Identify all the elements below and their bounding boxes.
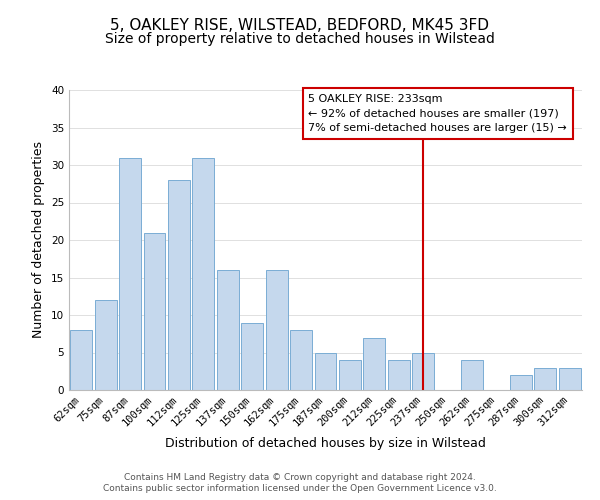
- Bar: [193, 158, 214, 390]
- Bar: [168, 180, 190, 390]
- Bar: [364, 338, 385, 390]
- Bar: [241, 322, 263, 390]
- Bar: [510, 375, 532, 390]
- Bar: [266, 270, 287, 390]
- Bar: [559, 368, 581, 390]
- Text: Size of property relative to detached houses in Wilstead: Size of property relative to detached ho…: [105, 32, 495, 46]
- Bar: [388, 360, 410, 390]
- Bar: [314, 352, 337, 390]
- Text: Contains HM Land Registry data © Crown copyright and database right 2024.: Contains HM Land Registry data © Crown c…: [124, 472, 476, 482]
- Text: 5, OAKLEY RISE, WILSTEAD, BEDFORD, MK45 3FD: 5, OAKLEY RISE, WILSTEAD, BEDFORD, MK45 …: [110, 18, 490, 32]
- Bar: [290, 330, 312, 390]
- Bar: [535, 368, 556, 390]
- Bar: [461, 360, 483, 390]
- Text: Contains public sector information licensed under the Open Government Licence v3: Contains public sector information licen…: [103, 484, 497, 493]
- Bar: [217, 270, 239, 390]
- Bar: [95, 300, 116, 390]
- Text: 5 OAKLEY RISE: 233sqm
← 92% of detached houses are smaller (197)
7% of semi-deta: 5 OAKLEY RISE: 233sqm ← 92% of detached …: [308, 94, 567, 134]
- Bar: [339, 360, 361, 390]
- X-axis label: Distribution of detached houses by size in Wilstead: Distribution of detached houses by size …: [165, 437, 486, 450]
- Bar: [143, 232, 166, 390]
- Bar: [412, 352, 434, 390]
- Bar: [119, 158, 141, 390]
- Bar: [70, 330, 92, 390]
- Y-axis label: Number of detached properties: Number of detached properties: [32, 142, 46, 338]
